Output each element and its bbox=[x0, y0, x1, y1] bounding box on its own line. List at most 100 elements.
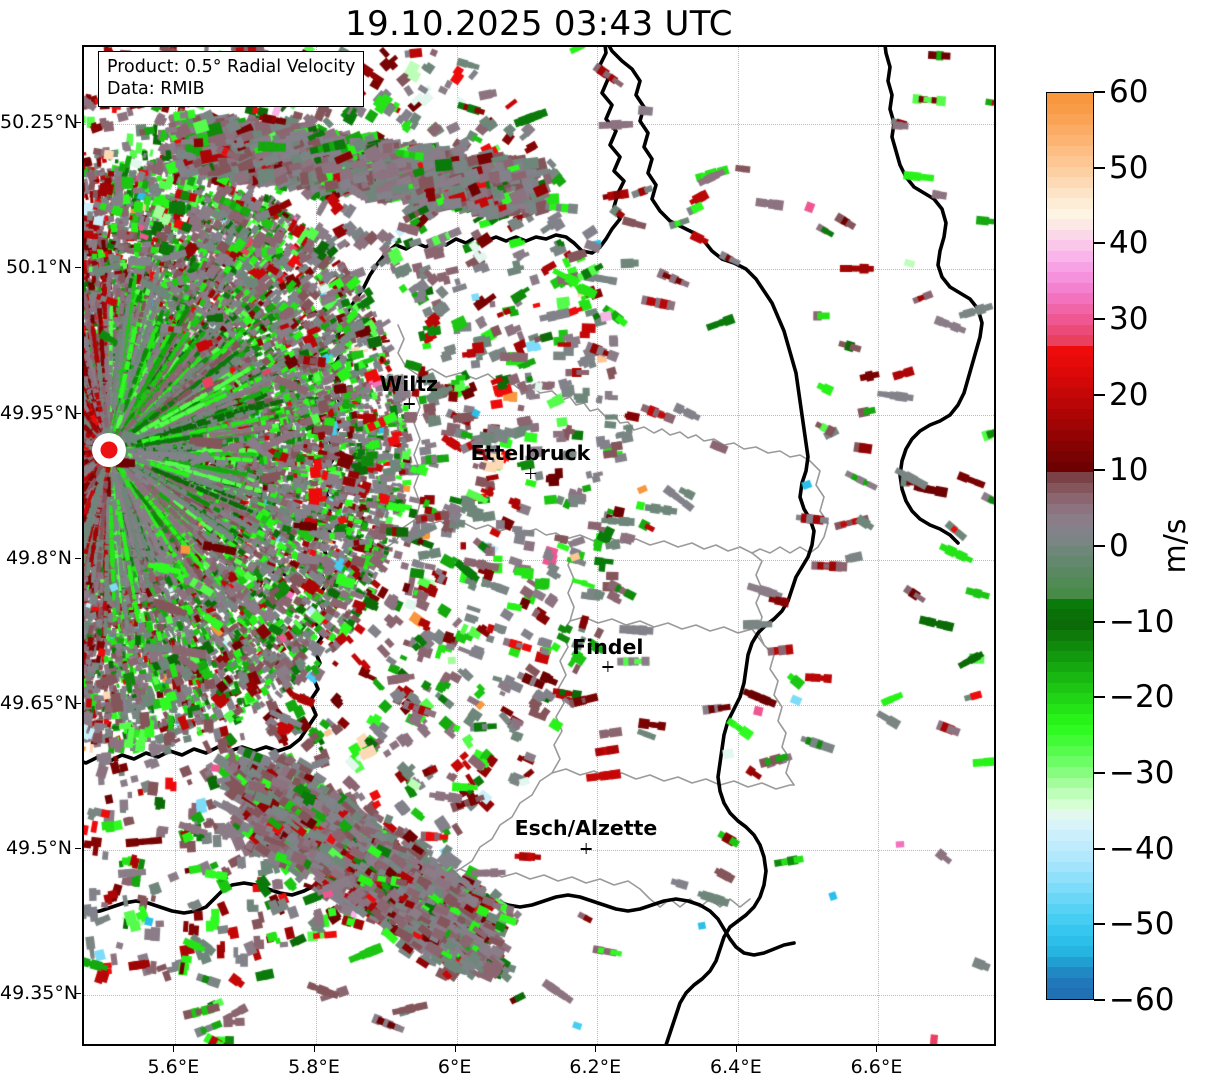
page-title: 19.10.2025 03:43 UTC bbox=[345, 4, 733, 44]
y-axis-tick-mark bbox=[75, 702, 81, 704]
y-axis-tick-mark bbox=[75, 992, 81, 994]
map-axes[interactable]: Product: 0.5° Radial Velocity Data: RMIB… bbox=[82, 45, 996, 1046]
x-axis-tick-mark bbox=[173, 1046, 175, 1052]
colorbar-band bbox=[1047, 724, 1093, 736]
x-axis-tick-mark bbox=[595, 1046, 597, 1052]
colorbar-band bbox=[1047, 682, 1093, 694]
colorbar-band bbox=[1047, 135, 1093, 146]
radar-site-marker[interactable] bbox=[100, 441, 118, 459]
y-axis-tick-mark bbox=[75, 847, 81, 849]
colorbar-band bbox=[1047, 451, 1093, 462]
colorbar-band bbox=[1047, 345, 1093, 357]
colorbar-tick-mark bbox=[1094, 923, 1105, 926]
colorbar-band bbox=[1047, 735, 1093, 746]
colorbar-tick-label: 20 bbox=[1109, 376, 1149, 413]
x-axis-tick-label: 6°E bbox=[437, 1056, 472, 1078]
colorbar-band bbox=[1047, 935, 1093, 947]
colorbar-tick-label: 40 bbox=[1109, 225, 1149, 262]
colorbar-band bbox=[1047, 545, 1093, 557]
colorbar-tick-mark bbox=[1094, 847, 1105, 850]
colorbar-tick-label: 60 bbox=[1109, 74, 1149, 110]
info-box: Product: 0.5° Radial Velocity Data: RMIB bbox=[98, 51, 365, 107]
colorbar-tick-label: −30 bbox=[1109, 755, 1175, 791]
colorbar-band bbox=[1047, 672, 1093, 683]
colorbar-band bbox=[1047, 250, 1093, 262]
colorbar-band bbox=[1047, 630, 1093, 641]
colorbar-band bbox=[1047, 893, 1093, 904]
colorbar-band bbox=[1047, 514, 1093, 525]
y-axis-tick-label: 49.95°N bbox=[0, 401, 79, 424]
colorbar-band bbox=[1047, 493, 1093, 504]
colorbar-band bbox=[1047, 619, 1093, 631]
colorbar-band bbox=[1047, 482, 1093, 494]
colorbar-band bbox=[1047, 114, 1093, 125]
colorbar-band bbox=[1047, 535, 1093, 546]
colorbar-tick-mark bbox=[1094, 545, 1105, 547]
x-axis-tick-mark bbox=[454, 1046, 456, 1052]
colorbar-band bbox=[1047, 703, 1093, 715]
colorbar-tick-mark bbox=[1094, 166, 1105, 169]
colorbar-band bbox=[1047, 219, 1093, 230]
x-axis-tick-mark bbox=[314, 1046, 315, 1052]
y-axis-tick-label: 49.8°N bbox=[5, 546, 72, 569]
colorbar-band bbox=[1047, 819, 1093, 831]
colorbar-band bbox=[1047, 314, 1093, 325]
colorbar-band bbox=[1047, 693, 1093, 704]
colorbar-tick-label: −50 bbox=[1109, 906, 1175, 943]
info-product-line: Product: 0.5° Radial Velocity bbox=[107, 57, 356, 77]
colorbar-band bbox=[1047, 640, 1093, 652]
colorbar-tick-label: −60 bbox=[1109, 982, 1175, 1018]
colorbar-tick-label: −10 bbox=[1109, 603, 1175, 640]
colorbar-tick-mark bbox=[1094, 91, 1105, 93]
colorbar-band bbox=[1047, 440, 1093, 452]
colorbar-band bbox=[1047, 103, 1093, 115]
colorbar-band bbox=[1047, 609, 1093, 620]
colorbar-band bbox=[1047, 745, 1093, 757]
colorbar-band bbox=[1047, 830, 1093, 841]
colorbar-band bbox=[1047, 840, 1093, 852]
colorbar-band bbox=[1047, 166, 1093, 178]
colorbar-band bbox=[1047, 988, 1093, 999]
x-axis-tick-label: 5.6°E bbox=[147, 1056, 200, 1078]
colorbar-band bbox=[1047, 903, 1093, 915]
colorbar-band bbox=[1047, 767, 1093, 778]
colorbar-band bbox=[1047, 145, 1093, 157]
colorbar-tick-mark bbox=[1094, 620, 1105, 623]
colorbar-band bbox=[1047, 324, 1093, 336]
colorbar-band bbox=[1047, 967, 1093, 978]
y-axis-tick-label: 50.1°N bbox=[5, 256, 72, 279]
colorbar-band bbox=[1047, 461, 1093, 473]
colorbar-band bbox=[1047, 851, 1093, 862]
colorbar-band bbox=[1047, 187, 1093, 199]
colorbar-band bbox=[1047, 661, 1093, 673]
colorbar-band bbox=[1047, 419, 1093, 430]
colorbar-band bbox=[1047, 387, 1093, 399]
colorbar-tick-mark bbox=[1094, 393, 1105, 396]
colorbar-tick-label: −40 bbox=[1109, 830, 1175, 867]
colorbar-band bbox=[1047, 914, 1093, 925]
colorbar-band bbox=[1047, 714, 1093, 725]
y-axis-tick-mark bbox=[75, 557, 81, 559]
colorbar-band bbox=[1047, 398, 1093, 409]
colorbar-band bbox=[1047, 198, 1093, 209]
colorbar-tick-label: 10 bbox=[1109, 452, 1149, 489]
y-axis-tick-label: 50.25°N bbox=[0, 111, 79, 134]
colorbar-band bbox=[1047, 303, 1093, 315]
colorbar-band bbox=[1047, 756, 1093, 767]
x-axis-tick-mark bbox=[876, 1046, 878, 1052]
colorbar-band bbox=[1047, 924, 1093, 936]
colorbar-band bbox=[1047, 946, 1093, 957]
x-axis-tick-label: 5.8°E bbox=[288, 1056, 340, 1078]
y-axis-tick-mark bbox=[75, 412, 81, 414]
y-axis-tick-label: 49.5°N bbox=[5, 836, 72, 859]
colorbar-band bbox=[1047, 261, 1093, 273]
colorbar-unit-label: m/s bbox=[1157, 518, 1193, 574]
y-axis-tick-mark bbox=[75, 122, 81, 124]
colorbar[interactable] bbox=[1046, 92, 1094, 1000]
colorbar-tick-label: −20 bbox=[1109, 679, 1175, 716]
colorbar-band bbox=[1047, 556, 1093, 567]
colorbar-band bbox=[1047, 872, 1093, 883]
colorbar-tick-mark bbox=[1094, 696, 1105, 699]
colorbar-tick-mark bbox=[1094, 242, 1105, 245]
